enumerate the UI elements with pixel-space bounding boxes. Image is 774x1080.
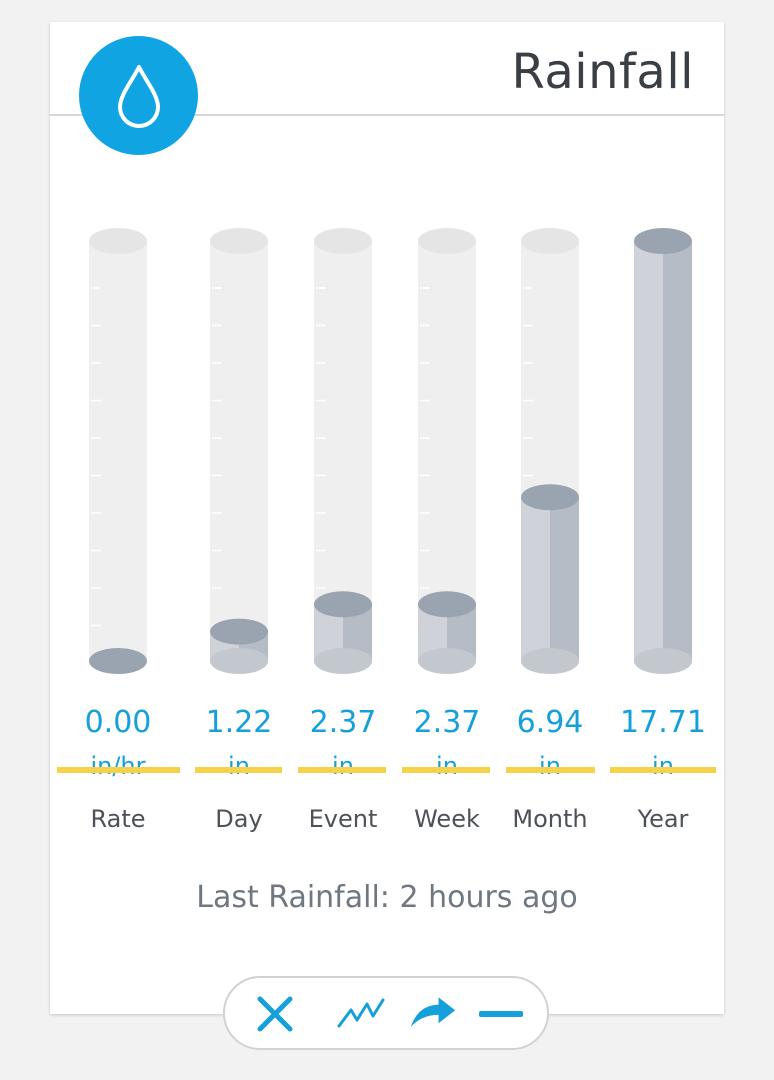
last-rainfall-value: 2 hours ago (399, 880, 578, 915)
minimize-button[interactable] (477, 992, 525, 1036)
gauge-tube-event (314, 241, 372, 661)
gauge-unit-week: in (436, 752, 458, 780)
gauge-level-week (418, 591, 476, 618)
gauge-value-month: 6.94 (516, 705, 584, 740)
gauge-value-week: 2.37 (413, 705, 481, 740)
close-button[interactable] (251, 992, 299, 1036)
gauge-cap-event (314, 228, 372, 254)
gauge-underline-day (195, 767, 282, 773)
last-rainfall-label: Last Rainfall: (196, 880, 390, 915)
gauge-tube-day (210, 241, 268, 661)
close-icon (257, 996, 293, 1032)
gauge-underline-week (402, 767, 490, 773)
card-title: Rainfall (511, 44, 694, 100)
gauge-unit-month: in (539, 752, 561, 780)
gauge-fill-bottom-month (521, 648, 579, 674)
chart-button[interactable] (337, 992, 385, 1036)
share-button[interactable] (409, 992, 457, 1036)
gauge-unit-event: in (332, 752, 354, 780)
gauge-fill-front-year (634, 241, 663, 661)
gauge-cap-month (521, 228, 579, 254)
gauge-level-month (521, 484, 579, 511)
gauge-value-event: 2.37 (309, 705, 377, 740)
gauge-underline-event (298, 767, 386, 773)
gauge-fill-bottom-year (634, 648, 692, 674)
gauge-cap-week (418, 228, 476, 254)
gauge-tube-rate (89, 241, 147, 661)
gauge-label-day: Day (215, 805, 263, 833)
gauge-level-day (210, 618, 268, 645)
gauge-value-rate: 0.00 (84, 705, 152, 740)
rainfall-card: Rainfall (50, 22, 724, 1014)
gauge-label-event: Event (308, 805, 378, 833)
header-divider (50, 114, 724, 116)
gauge-tube-week (418, 241, 476, 661)
gauge-cap-day (210, 228, 268, 254)
gauge-value-year: 17.71 (620, 705, 706, 740)
share-arrow-icon (410, 997, 456, 1027)
gauge-unit-rate: in/hr (90, 752, 146, 780)
gauge-underline-month (506, 767, 595, 773)
minimize-icon (479, 1011, 523, 1017)
gauge-unit-year: in (652, 752, 674, 780)
gauge-value-day: 1.22 (205, 705, 273, 740)
gauge-fill-side-year (663, 241, 692, 661)
gauge-cap-rate (89, 228, 147, 254)
gauge-fill-bottom-day (210, 648, 268, 674)
raindrop-icon (117, 64, 160, 128)
gauge-label-week: Week (414, 805, 480, 833)
widget-toolbar (223, 976, 549, 1050)
gauge-fill-side-month (550, 497, 579, 661)
gauge-fill-bottom-event (314, 648, 372, 674)
line-chart-icon (337, 998, 385, 1028)
gauge-label-month: Month (512, 805, 588, 833)
gauge-label-rate: Rate (90, 805, 146, 833)
gauge-level-year (634, 228, 692, 254)
gauge-level-rate (89, 648, 147, 674)
gauge-label-year: Year (637, 805, 689, 833)
last-rainfall: Last Rainfall: 2 hours ago (0, 880, 774, 915)
gauge-underline-year (610, 767, 716, 773)
gauge-level-event (314, 591, 372, 618)
raindrop-badge (79, 36, 198, 155)
gauge-unit-day: in (228, 752, 250, 780)
gauge-fill-bottom-week (418, 648, 476, 674)
gauge-underline-rate (57, 767, 180, 773)
gauge-fill-front-month (521, 497, 550, 661)
